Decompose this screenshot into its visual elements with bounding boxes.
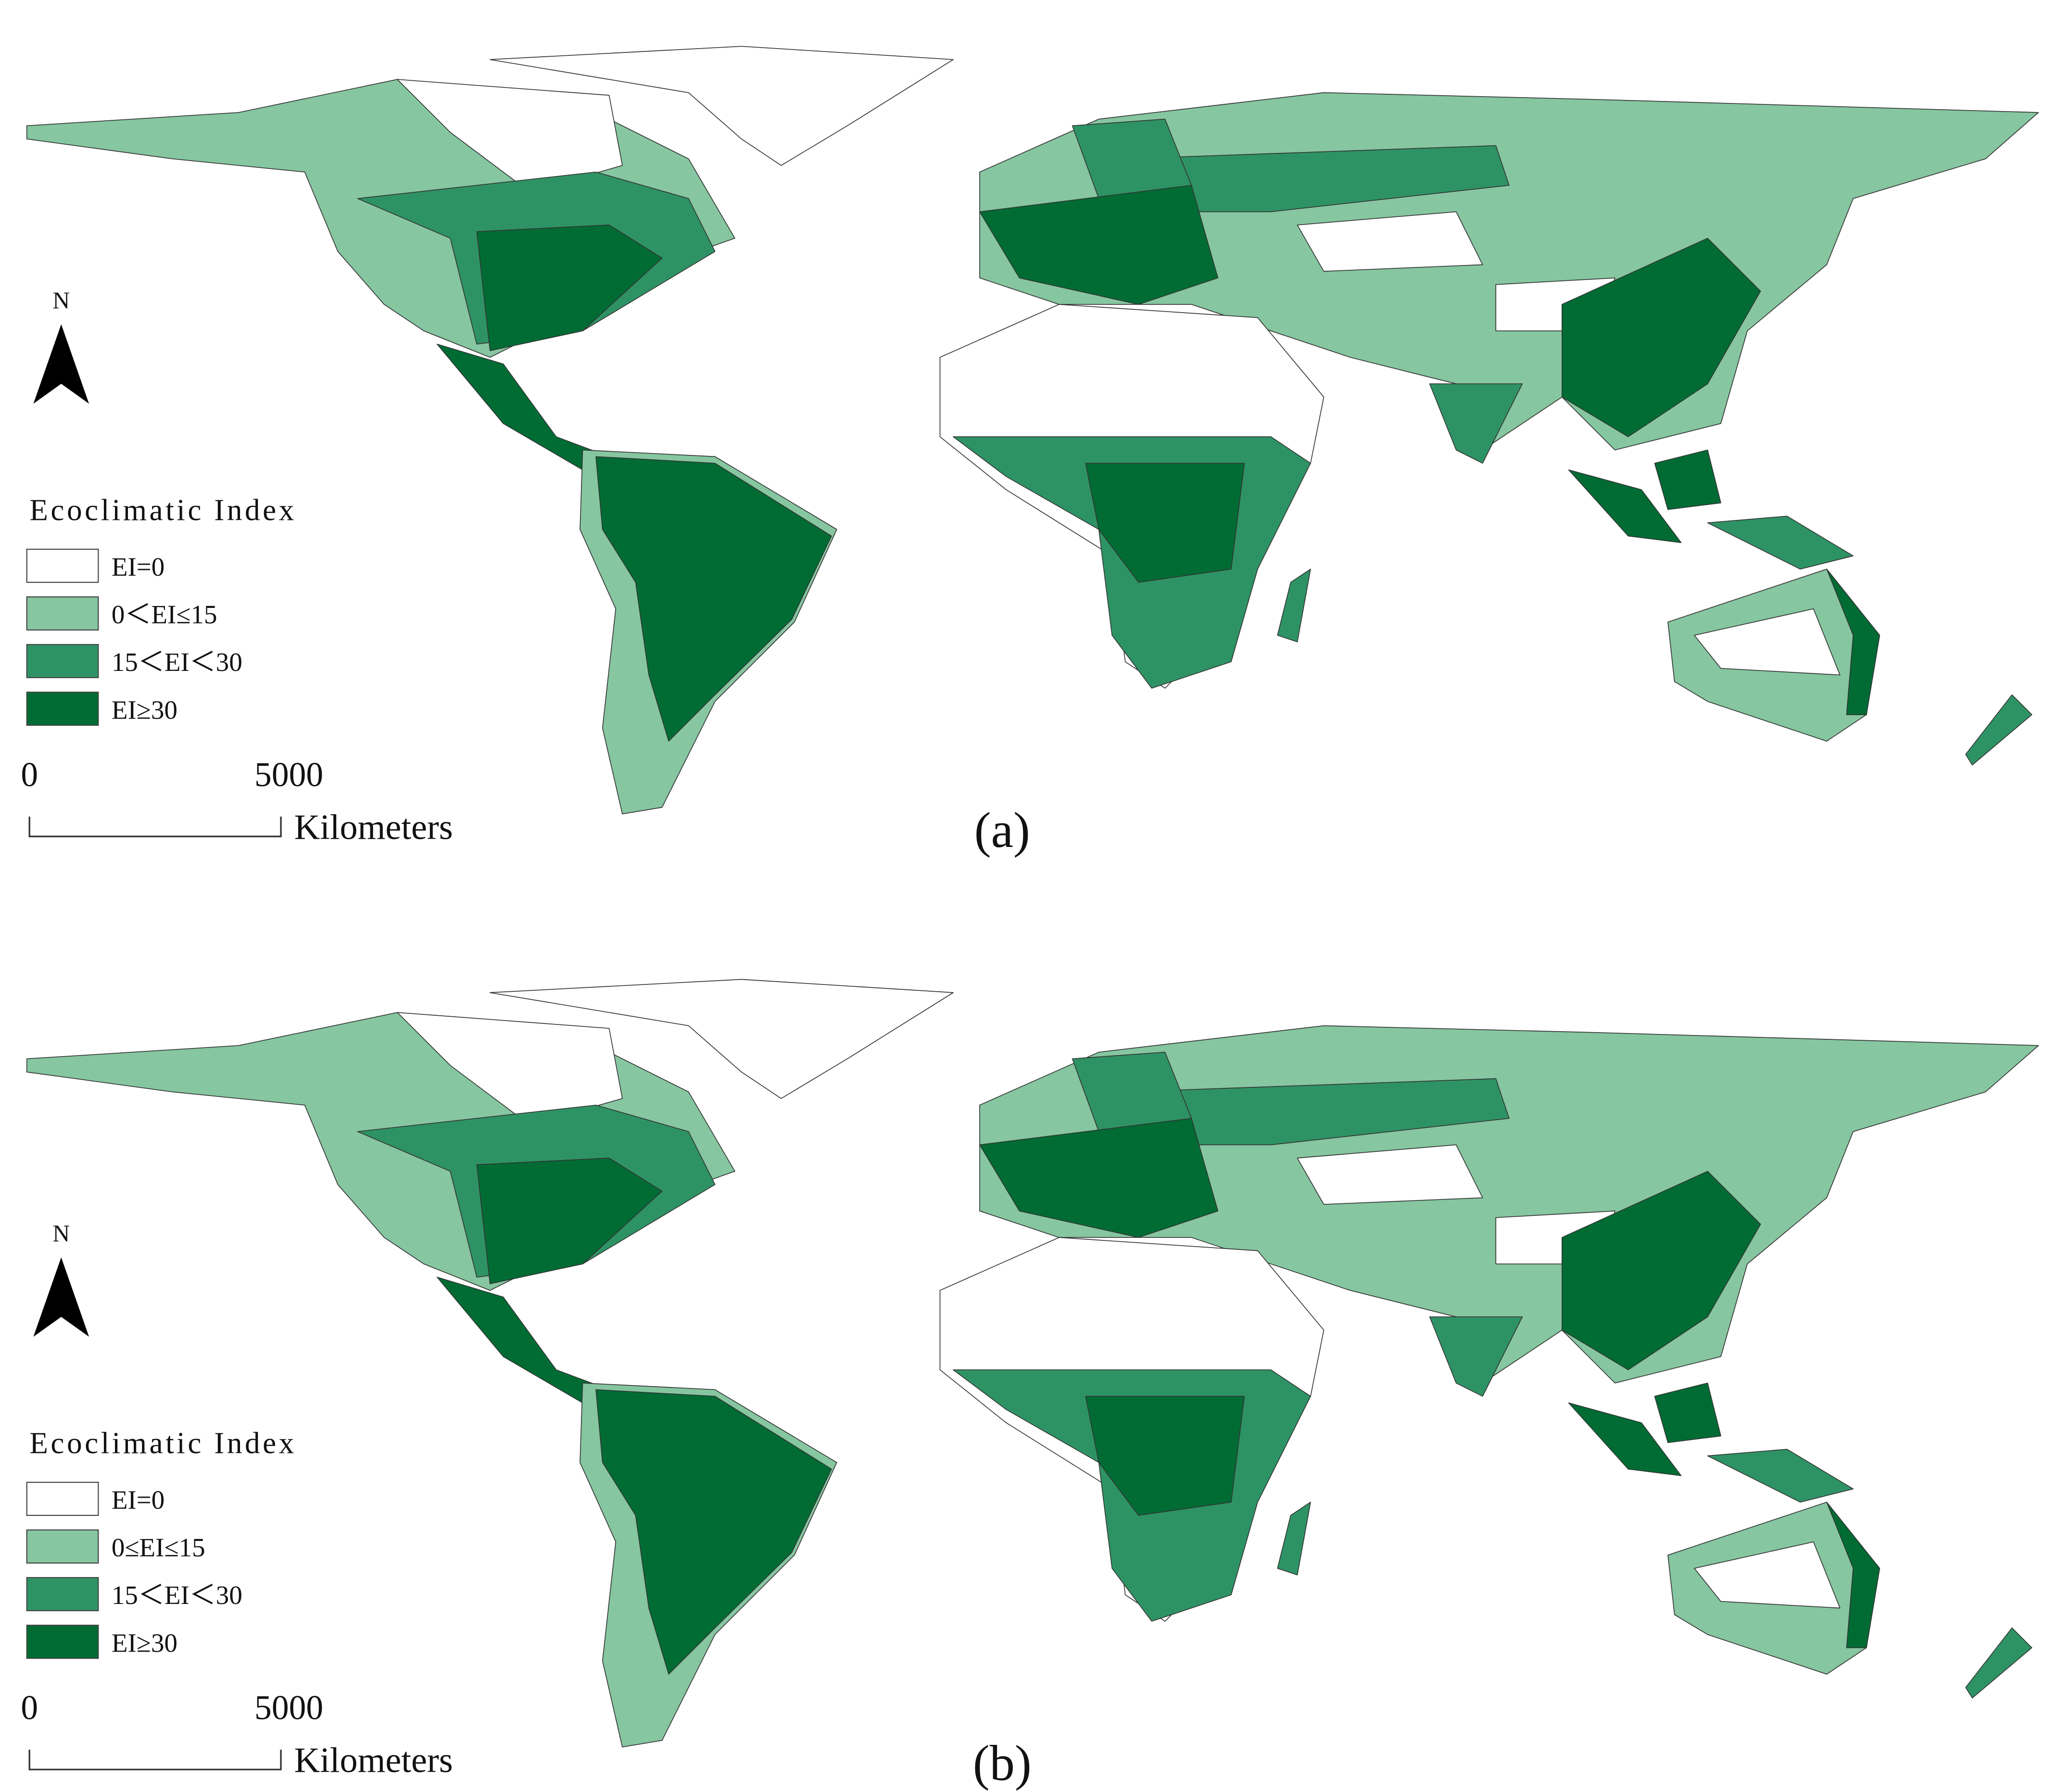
legend-swatch [26, 644, 99, 679]
legend-title: Ecoclimatic Index [29, 493, 297, 527]
map-panel: N Ecoclimatic Index EI=0 0＜EI≤15 15＜EI＜30 EI≥… [21, 46, 2039, 858]
legend-swatch [26, 692, 99, 726]
scale-unit: Kilometers [294, 1741, 453, 1780]
scale-bar [28, 1749, 282, 1770]
legend-label: 0≤EI≤15 [112, 1533, 205, 1562]
legend-label: EI=0 [112, 1485, 164, 1514]
scale-unit: Kilometers [294, 808, 453, 847]
north-label: N [52, 287, 70, 314]
world-map [26, 46, 2039, 815]
scale-start: 0 [21, 756, 38, 794]
north-arrow [33, 324, 89, 404]
legend-label: 15＜EI＜30 [112, 1580, 242, 1610]
panel-label: (b) [973, 1735, 1032, 1791]
world-map [26, 979, 2039, 1748]
legend-label: EI=0 [112, 552, 164, 581]
legend-swatch [26, 1481, 99, 1516]
scale-bar [28, 816, 282, 837]
legend-swatch [26, 596, 99, 631]
legend-label: 0＜EI≤15 [112, 600, 217, 629]
legend-title: Ecoclimatic Index [29, 1426, 297, 1460]
north-arrow [33, 1257, 89, 1337]
scale-end: 5000 [254, 756, 323, 794]
scale-end: 5000 [254, 1689, 323, 1727]
north-label: N [52, 1220, 70, 1247]
map-panel: N Ecoclimatic Index EI=0 0≤EI≤15 15＜EI＜30 EI≥… [21, 979, 2039, 1791]
legend-swatch [26, 1577, 99, 1612]
legend-label: 15＜EI＜30 [112, 647, 242, 677]
legend-swatch [26, 1625, 99, 1659]
panel-label: (a) [974, 802, 1030, 858]
legend-swatch [26, 548, 99, 583]
legend-swatch [26, 1529, 99, 1564]
legend-label: EI≥30 [112, 1628, 177, 1657]
legend-label: EI≥30 [112, 695, 177, 724]
scale-start: 0 [21, 1689, 38, 1727]
